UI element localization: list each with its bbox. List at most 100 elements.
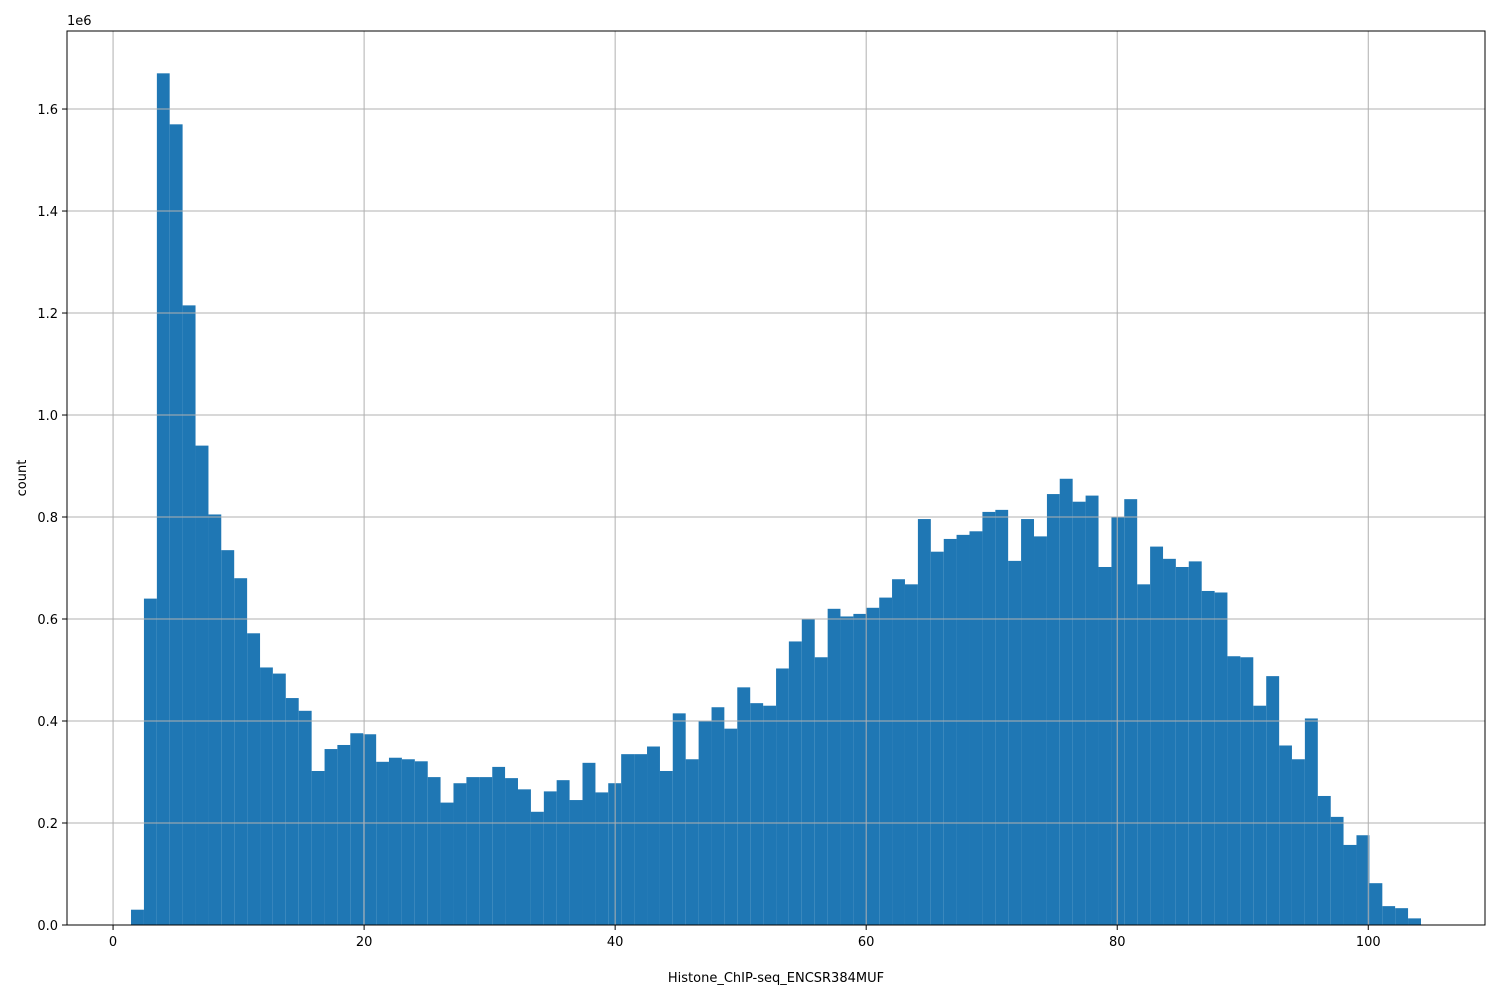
bar	[517, 789, 531, 925]
bar	[582, 762, 596, 925]
bar	[195, 445, 209, 925]
x-tick-label: 0	[109, 935, 117, 950]
bar	[1008, 560, 1022, 925]
bar	[1201, 590, 1215, 925]
bar	[440, 802, 454, 925]
bar	[1072, 501, 1086, 925]
bar	[376, 761, 389, 925]
bar	[1034, 536, 1047, 925]
x-tick-label: 40	[607, 935, 624, 950]
y-tick-label: 1.2	[37, 307, 58, 322]
y-axis-label: count	[15, 460, 30, 497]
bar	[414, 761, 428, 925]
bar	[737, 687, 751, 925]
bar	[1150, 546, 1164, 925]
bar	[182, 305, 196, 925]
bar	[1408, 918, 1421, 925]
bar	[595, 792, 609, 925]
y-offset-label: 1e6	[67, 14, 92, 29]
bar	[853, 613, 867, 925]
bar	[492, 766, 506, 925]
bar	[750, 703, 764, 925]
bar	[156, 73, 170, 925]
bar	[672, 713, 686, 925]
bar	[763, 705, 777, 925]
x-tick-label: 20	[356, 935, 373, 950]
bar	[1021, 519, 1035, 925]
bar	[1279, 745, 1292, 925]
bar	[479, 777, 493, 925]
bar	[711, 707, 725, 925]
bar	[311, 770, 325, 925]
bar	[1227, 656, 1241, 925]
bar	[337, 744, 351, 925]
bar	[956, 534, 970, 925]
bar	[724, 728, 738, 925]
bar	[401, 759, 415, 925]
bar	[221, 550, 235, 925]
bar	[930, 551, 944, 925]
bar	[866, 607, 880, 925]
bar	[298, 710, 312, 925]
bar	[685, 759, 699, 925]
bar	[1330, 816, 1344, 925]
x-tick-label: 60	[858, 935, 875, 950]
bar	[879, 597, 893, 925]
bar	[814, 657, 828, 925]
bar	[1291, 759, 1305, 925]
bar	[1356, 835, 1370, 925]
bar	[1175, 566, 1189, 925]
bar	[1240, 657, 1254, 925]
x-axis-label: Histone_ChIP-seq_ENCSR384MUF	[668, 971, 884, 986]
y-tick-label: 1.6	[37, 103, 58, 118]
bar	[1382, 906, 1396, 925]
y-tick-label: 0.4	[37, 715, 58, 730]
x-tick-label: 100	[1356, 935, 1381, 950]
bar	[1317, 795, 1331, 925]
y-tick-label: 0.6	[37, 613, 58, 628]
bar	[453, 783, 467, 925]
x-tick-label: 80	[1109, 935, 1126, 950]
bar	[1124, 499, 1138, 925]
bar	[234, 578, 248, 925]
bar	[543, 791, 557, 925]
bar	[1046, 494, 1060, 925]
bar	[363, 734, 377, 925]
bar	[1304, 718, 1318, 925]
bar	[995, 509, 1009, 925]
bar	[1266, 676, 1280, 925]
bar	[1098, 566, 1112, 925]
bar	[969, 531, 983, 925]
y-tick-label: 0.0	[37, 919, 58, 934]
plot-frame	[66, 30, 1486, 926]
bar	[169, 124, 183, 926]
bar	[324, 749, 338, 925]
bar	[788, 641, 802, 925]
bar	[285, 698, 299, 925]
bar	[659, 770, 673, 925]
bar	[943, 538, 957, 925]
y-tick-label: 0.2	[37, 817, 58, 832]
bar	[827, 608, 841, 925]
bar	[260, 667, 273, 925]
bar	[1253, 705, 1267, 925]
bar	[208, 514, 222, 925]
bar	[247, 633, 261, 925]
bar	[1137, 584, 1151, 925]
bar	[917, 519, 931, 925]
bar	[647, 746, 660, 925]
bar	[892, 579, 905, 925]
bar	[904, 584, 918, 925]
y-tick-label: 1.4	[37, 205, 58, 220]
bar	[776, 668, 789, 925]
y-tick-label: 0.8	[37, 511, 58, 526]
bar	[530, 811, 544, 925]
bar	[801, 619, 815, 925]
bar	[505, 778, 518, 925]
bar	[840, 616, 854, 925]
bar	[1188, 561, 1202, 925]
bar	[1214, 592, 1228, 925]
bar	[634, 754, 648, 925]
bar	[131, 909, 144, 925]
